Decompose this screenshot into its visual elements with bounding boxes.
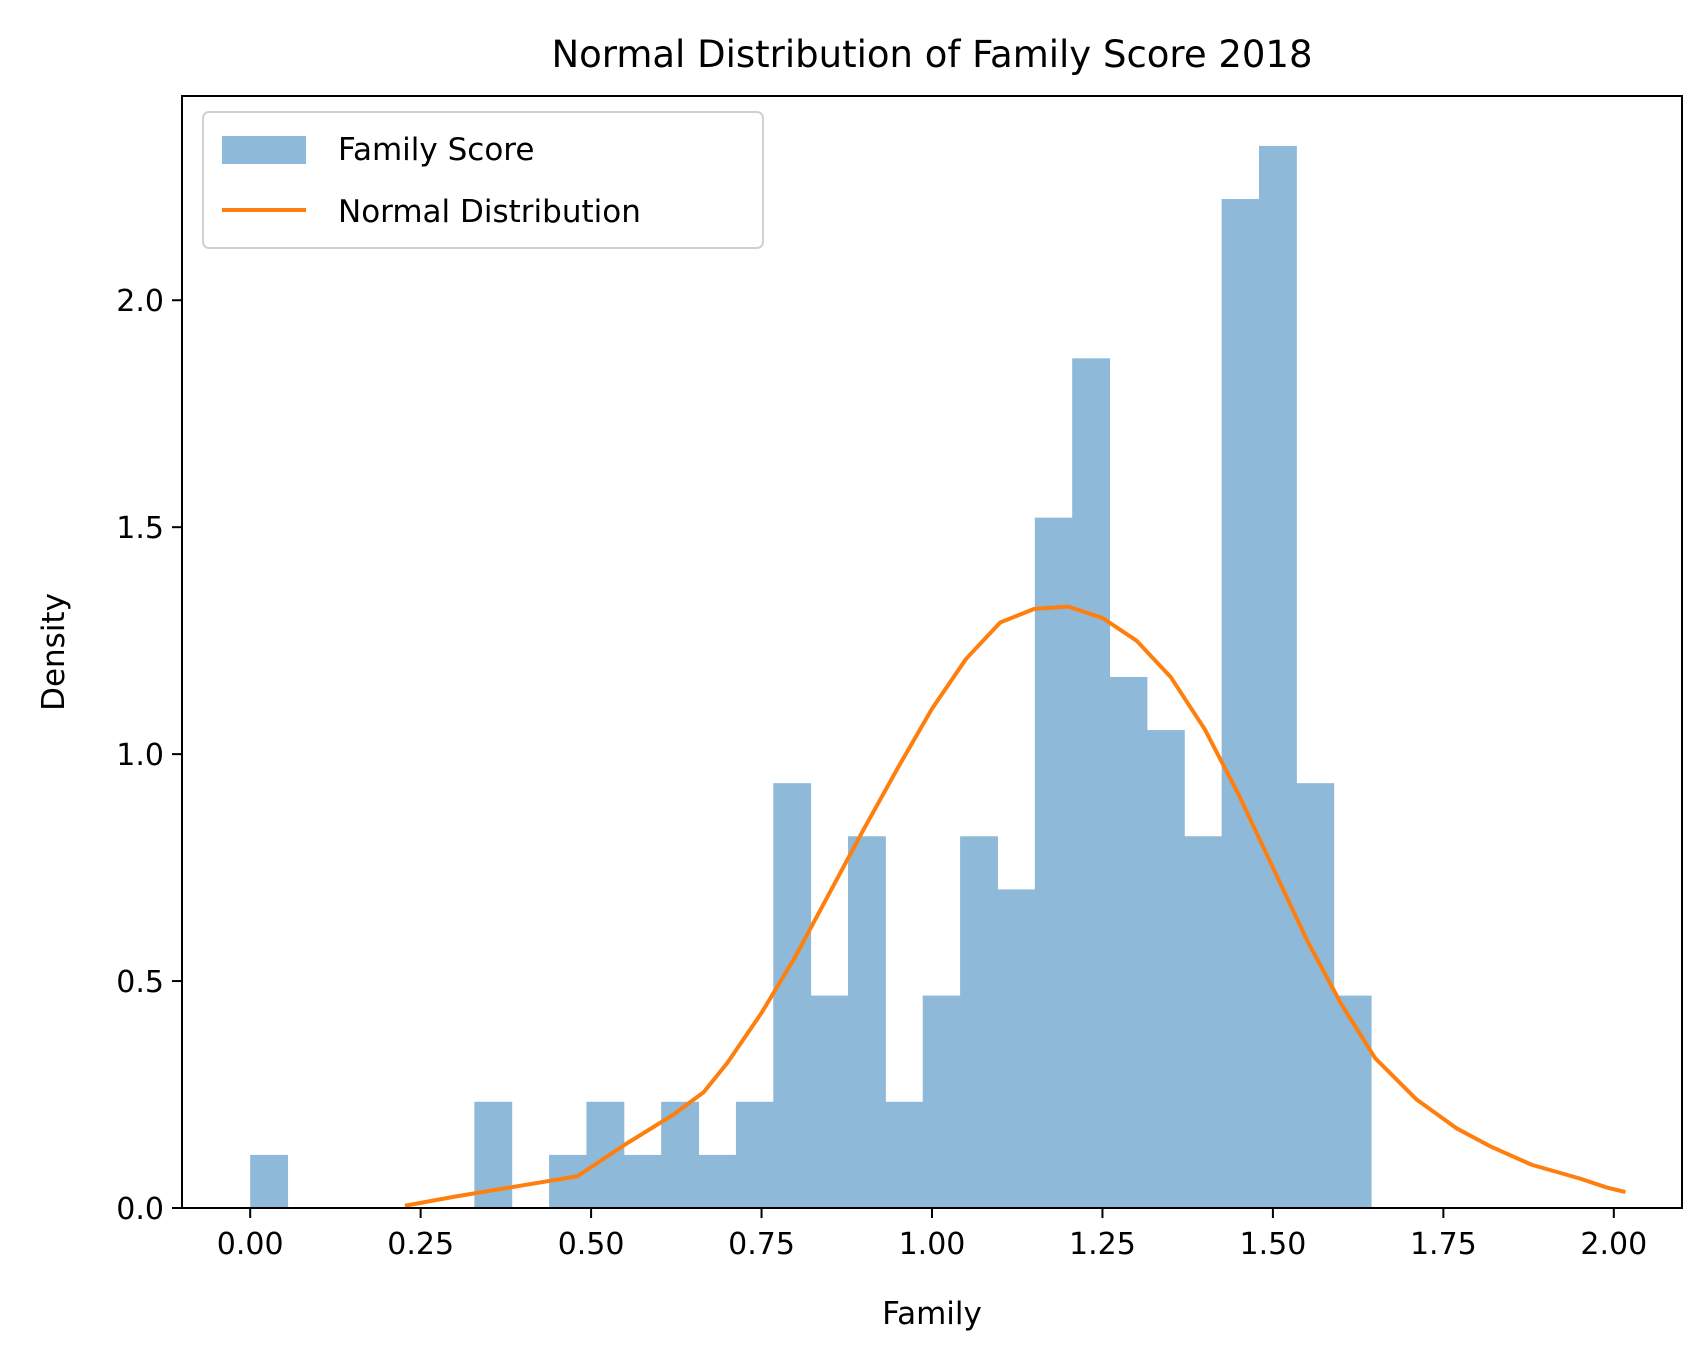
- x-tick-label: 1.25: [1069, 1227, 1136, 1262]
- normal-distribution-line: [404, 604, 1626, 1208]
- histogram-bar: [623, 1154, 662, 1208]
- x-tick-label: 2.00: [1580, 1227, 1647, 1262]
- histogram-bar: [922, 995, 961, 1208]
- histogram-bar: [773, 783, 812, 1208]
- histogram-bar: [1184, 836, 1223, 1208]
- histogram-bar: [1221, 199, 1260, 1208]
- x-tick-label: 0.50: [558, 1227, 625, 1262]
- x-tick-label: 1.00: [899, 1227, 966, 1262]
- histogram-bar: [960, 836, 998, 1208]
- legend: Family Score Normal Distribution: [202, 111, 764, 249]
- histogram-bar: [1109, 676, 1148, 1208]
- y-tick-label: 0.0: [116, 1192, 164, 1227]
- histogram-bar: [1146, 730, 1185, 1208]
- legend-label-normal-distribution: Normal Distribution: [338, 194, 641, 230]
- y-axis-ticks: 0.0 0.5 1.0 1.5 2.0: [116, 284, 182, 1227]
- x-tick-label: 0.00: [217, 1227, 284, 1262]
- histogram-bar: [1259, 145, 1297, 1209]
- y-tick-label: 1.5: [116, 511, 164, 546]
- histogram-bar: [997, 889, 1036, 1208]
- x-tick-label: 0.75: [728, 1227, 795, 1262]
- histogram-bar: [735, 1101, 774, 1208]
- histogram-bar: [810, 995, 849, 1208]
- legend-box: [202, 111, 764, 249]
- legend-swatch-family-score: [222, 136, 306, 164]
- histogram-bar: [698, 1154, 737, 1208]
- histogram-bars: [250, 145, 1372, 1209]
- histogram-bar: [885, 1101, 924, 1208]
- x-tick-label: 1.50: [1240, 1227, 1307, 1262]
- y-tick-label: 2.0: [116, 284, 164, 319]
- y-tick-label: 0.5: [116, 965, 164, 1000]
- histogram-bar: [1072, 358, 1111, 1209]
- histogram-bar: [1296, 783, 1335, 1208]
- histogram-bar: [848, 836, 886, 1208]
- y-tick-label: 1.0: [116, 738, 164, 773]
- histogram-bar: [1034, 517, 1073, 1208]
- x-tick-label: 1.75: [1410, 1227, 1477, 1262]
- x-axis-ticks: 0.00 0.25 0.50 0.75 1.00 1.25 1.50 1.75 2.00: [217, 1208, 1647, 1262]
- chart-title: Normal Distribution of Family Score 2018: [551, 33, 1312, 76]
- y-axis-label: Density: [36, 593, 72, 711]
- x-tick-label: 0.25: [387, 1227, 454, 1262]
- histogram-bar: [250, 1154, 289, 1208]
- x-axis-label: Family: [882, 1296, 982, 1332]
- histogram-bar: [1333, 995, 1372, 1208]
- histogram-bar: [586, 1101, 625, 1208]
- legend-label-family-score: Family Score: [338, 132, 534, 168]
